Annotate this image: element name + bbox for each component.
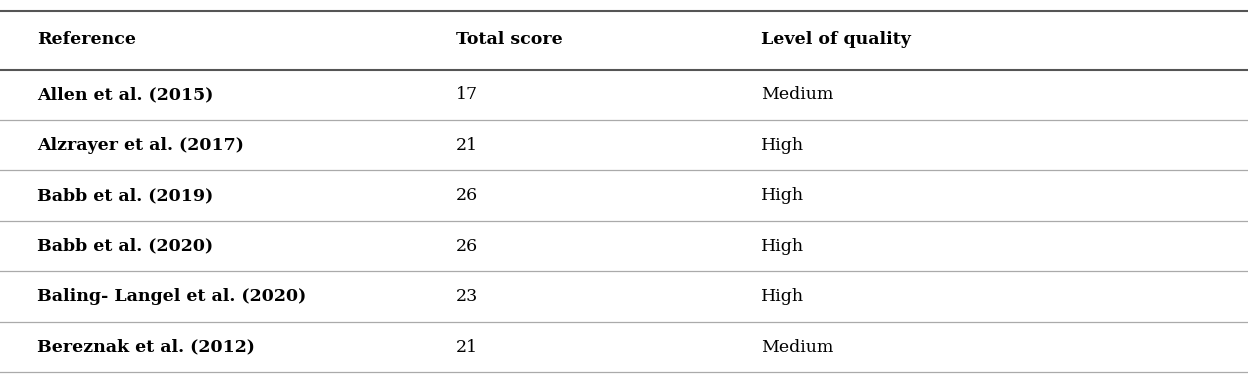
Text: Baling- Langel et al. (2020): Baling- Langel et al. (2020) xyxy=(37,288,307,305)
Text: Babb et al. (2019): Babb et al. (2019) xyxy=(37,187,213,204)
Text: 26: 26 xyxy=(456,187,478,204)
Text: Babb et al. (2020): Babb et al. (2020) xyxy=(37,238,213,255)
Text: Total score: Total score xyxy=(456,31,563,48)
Text: 17: 17 xyxy=(456,86,478,103)
Text: High: High xyxy=(761,187,805,204)
Text: Medium: Medium xyxy=(761,86,834,103)
Text: Medium: Medium xyxy=(761,338,834,356)
Text: 23: 23 xyxy=(456,288,478,305)
Text: High: High xyxy=(761,238,805,255)
Text: Reference: Reference xyxy=(37,31,136,48)
Text: Allen et al. (2015): Allen et al. (2015) xyxy=(37,86,213,103)
Text: Level of quality: Level of quality xyxy=(761,31,911,48)
Text: Alzrayer et al. (2017): Alzrayer et al. (2017) xyxy=(37,137,245,154)
Text: 21: 21 xyxy=(456,137,478,154)
Text: 26: 26 xyxy=(456,238,478,255)
Text: Bereznak et al. (2012): Bereznak et al. (2012) xyxy=(37,338,256,356)
Text: High: High xyxy=(761,288,805,305)
Text: 21: 21 xyxy=(456,338,478,356)
Text: High: High xyxy=(761,137,805,154)
